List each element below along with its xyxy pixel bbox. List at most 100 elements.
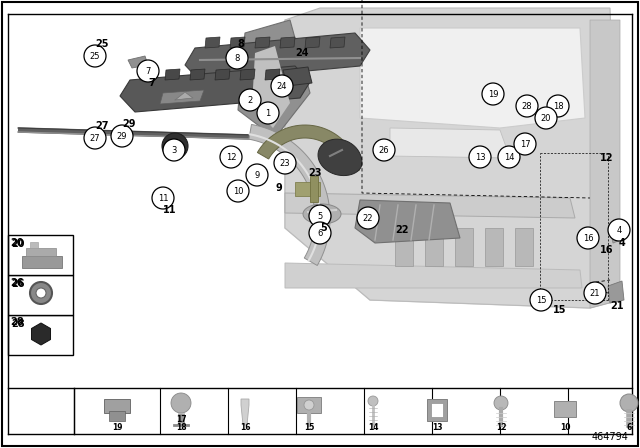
Text: 19: 19 [488, 90, 499, 99]
Circle shape [530, 289, 552, 311]
Polygon shape [160, 90, 204, 104]
Circle shape [304, 400, 314, 410]
Text: 15: 15 [304, 423, 314, 432]
Text: 12: 12 [600, 153, 614, 163]
Bar [22, 256, 62, 268]
Text: 9: 9 [275, 183, 282, 193]
Circle shape [257, 102, 279, 124]
Circle shape [309, 205, 331, 227]
Text: 20: 20 [11, 239, 24, 249]
Circle shape [469, 146, 491, 168]
Polygon shape [285, 8, 620, 308]
Ellipse shape [303, 204, 341, 224]
Text: 25: 25 [95, 39, 109, 49]
Text: 20: 20 [10, 238, 24, 248]
Circle shape [494, 396, 508, 410]
Text: 8: 8 [237, 39, 244, 49]
Text: 22: 22 [363, 214, 373, 223]
Text: 5: 5 [317, 211, 323, 220]
Polygon shape [249, 125, 330, 266]
Polygon shape [590, 20, 620, 308]
Polygon shape [355, 200, 460, 243]
Text: 21: 21 [610, 301, 623, 311]
Circle shape [514, 133, 536, 155]
Bar [26, 248, 56, 256]
Bar [515, 228, 533, 266]
Text: 15: 15 [553, 305, 566, 315]
Bar [455, 228, 473, 266]
Circle shape [584, 282, 606, 304]
Circle shape [171, 393, 191, 413]
Text: 28: 28 [11, 319, 24, 329]
Text: 2: 2 [248, 95, 253, 104]
FancyBboxPatch shape [8, 275, 73, 315]
Polygon shape [257, 125, 359, 173]
Circle shape [309, 222, 331, 244]
Text: 11: 11 [163, 205, 177, 215]
Circle shape [111, 125, 133, 147]
Text: 7: 7 [148, 78, 155, 88]
Polygon shape [610, 220, 625, 243]
Circle shape [271, 75, 293, 97]
Text: 16: 16 [582, 233, 593, 242]
Circle shape [498, 146, 520, 168]
Text: 23: 23 [280, 159, 291, 168]
Circle shape [239, 89, 261, 111]
Circle shape [547, 95, 569, 117]
Text: 12: 12 [496, 423, 506, 432]
Text: 8: 8 [234, 53, 240, 63]
Circle shape [620, 394, 638, 412]
Polygon shape [140, 69, 155, 80]
Bar [485, 228, 503, 266]
Circle shape [137, 60, 159, 82]
Circle shape [357, 207, 379, 229]
Polygon shape [390, 128, 510, 158]
Bar [310, 176, 318, 202]
Text: 22: 22 [395, 225, 408, 235]
Polygon shape [175, 92, 193, 100]
Circle shape [152, 187, 174, 209]
Text: 4: 4 [619, 238, 626, 248]
FancyBboxPatch shape [104, 399, 130, 413]
FancyBboxPatch shape [8, 235, 73, 275]
Circle shape [84, 127, 106, 149]
Text: 6: 6 [317, 228, 323, 237]
Polygon shape [265, 69, 280, 80]
Circle shape [368, 396, 378, 406]
Text: 28: 28 [522, 102, 532, 111]
Text: 1: 1 [266, 108, 271, 117]
Text: 12: 12 [226, 152, 236, 161]
Polygon shape [330, 37, 345, 48]
Text: 464794: 464794 [591, 432, 628, 442]
Polygon shape [241, 399, 249, 425]
Polygon shape [280, 37, 295, 48]
Text: 7: 7 [145, 66, 150, 76]
Text: 16: 16 [600, 245, 614, 255]
Polygon shape [215, 69, 230, 80]
FancyBboxPatch shape [554, 401, 576, 417]
Polygon shape [120, 66, 310, 112]
Text: 26: 26 [10, 278, 24, 288]
Circle shape [162, 133, 188, 159]
Polygon shape [255, 37, 270, 48]
Text: 3: 3 [172, 146, 177, 155]
Text: 24: 24 [276, 82, 287, 90]
Polygon shape [608, 281, 624, 303]
Circle shape [36, 288, 46, 298]
Bar [295, 182, 320, 196]
Text: 14: 14 [504, 152, 515, 161]
Bar [30, 242, 38, 248]
Text: 17: 17 [520, 139, 531, 148]
Text: 23: 23 [308, 168, 321, 178]
Text: 26: 26 [11, 279, 24, 289]
Text: 5: 5 [320, 223, 327, 233]
Polygon shape [205, 37, 220, 48]
Polygon shape [318, 139, 362, 176]
Circle shape [274, 152, 296, 174]
Text: 10: 10 [560, 423, 570, 432]
Text: 21: 21 [589, 289, 600, 297]
Text: 4: 4 [616, 225, 621, 234]
Text: 25: 25 [90, 52, 100, 60]
Polygon shape [238, 20, 310, 138]
Polygon shape [185, 33, 370, 81]
